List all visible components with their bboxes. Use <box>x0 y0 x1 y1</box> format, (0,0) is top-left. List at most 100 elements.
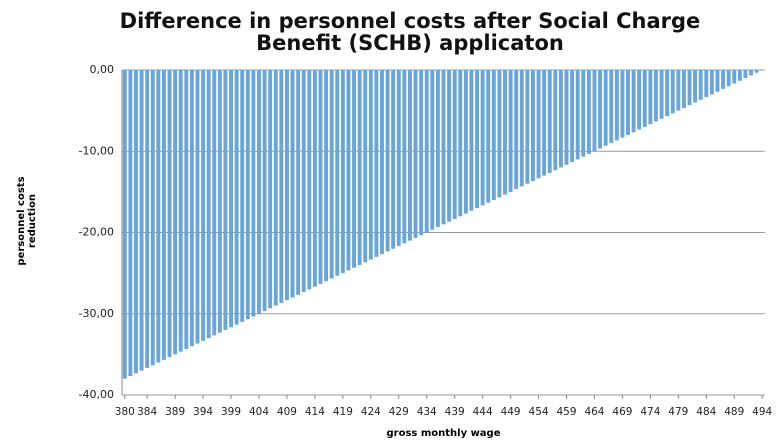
bar <box>145 70 150 368</box>
bar <box>592 70 597 152</box>
y-tick-label: -20,00 <box>79 226 114 239</box>
bar <box>586 70 591 154</box>
bar <box>749 70 753 76</box>
bar <box>357 70 362 265</box>
bar <box>558 70 563 168</box>
bar <box>575 70 580 160</box>
bar <box>396 70 401 247</box>
bar <box>715 70 720 92</box>
bar <box>167 70 172 358</box>
bar <box>374 70 379 257</box>
bar <box>754 70 759 73</box>
bar <box>134 70 138 374</box>
bar <box>519 70 524 187</box>
bar <box>189 70 194 347</box>
bar <box>290 70 295 298</box>
bar <box>497 70 502 198</box>
bar <box>424 70 429 233</box>
x-tick-label: 424 <box>361 406 381 418</box>
bar <box>536 70 541 179</box>
x-tick-label: 444 <box>473 406 493 418</box>
bar <box>654 70 658 122</box>
bar <box>324 70 329 282</box>
x-tick-label: 404 <box>249 406 269 418</box>
bar <box>469 70 474 211</box>
bar <box>402 70 407 244</box>
bar <box>150 70 155 366</box>
bar <box>268 70 273 309</box>
x-tick-label: 434 <box>417 406 437 418</box>
bar <box>463 70 468 214</box>
bar <box>681 70 686 108</box>
bar <box>721 70 726 89</box>
y-axis-label: personnel costs reduction <box>16 176 38 266</box>
bar <box>307 70 312 290</box>
bar <box>223 70 228 330</box>
chart-title: Difference in personnel costs after Soci… <box>119 9 701 55</box>
bar <box>156 70 161 363</box>
bar <box>161 70 166 360</box>
bar <box>257 70 261 314</box>
bar <box>139 70 144 371</box>
bar <box>659 70 664 119</box>
x-tick-label: 399 <box>221 406 241 418</box>
bar <box>413 70 418 238</box>
bar <box>620 70 625 138</box>
bar <box>687 70 692 106</box>
y-tick-label: -40,00 <box>79 388 114 401</box>
bar <box>458 70 463 217</box>
y-tick-label: -10,00 <box>79 144 114 157</box>
y-tick-label: 0,00 <box>90 63 115 76</box>
bar <box>531 70 535 182</box>
bar <box>447 70 452 222</box>
bar <box>340 70 345 274</box>
bar <box>128 70 133 377</box>
bar <box>206 70 211 339</box>
bar <box>380 70 384 255</box>
bar <box>603 70 608 146</box>
bar <box>503 70 507 195</box>
bar <box>262 70 267 312</box>
bar <box>245 70 250 320</box>
x-tick-label: 494 <box>752 406 772 418</box>
bar <box>318 70 323 284</box>
x-tick-label: 389 <box>165 406 185 418</box>
bar <box>570 70 575 163</box>
bar <box>251 70 256 317</box>
bar <box>217 70 222 333</box>
bar <box>542 70 547 176</box>
bar <box>614 70 619 141</box>
bar <box>486 70 491 203</box>
x-tick-label: 474 <box>640 406 660 418</box>
bar <box>726 70 731 87</box>
bar <box>435 70 440 228</box>
bar <box>670 70 675 114</box>
bar <box>284 70 289 301</box>
bar <box>709 70 714 95</box>
bar <box>122 70 127 379</box>
x-tick-label: 469 <box>612 406 632 418</box>
bar <box>598 70 603 149</box>
x-tick-label: 394 <box>193 406 213 418</box>
x-tick-label: 449 <box>501 406 521 418</box>
bar <box>385 70 390 252</box>
bar <box>195 70 200 344</box>
bar <box>637 70 642 130</box>
bar <box>553 70 558 171</box>
bar <box>430 70 435 230</box>
bar <box>368 70 373 260</box>
bar <box>229 70 233 328</box>
x-tick-label: 380 <box>115 406 135 418</box>
bar <box>564 70 569 165</box>
bar <box>452 70 457 219</box>
x-tick-label: 414 <box>305 406 325 418</box>
bar <box>312 70 317 287</box>
bar <box>352 70 356 268</box>
bar <box>184 70 189 349</box>
bar <box>525 70 530 184</box>
bar <box>665 70 670 117</box>
bar <box>201 70 206 341</box>
bar <box>631 70 636 133</box>
